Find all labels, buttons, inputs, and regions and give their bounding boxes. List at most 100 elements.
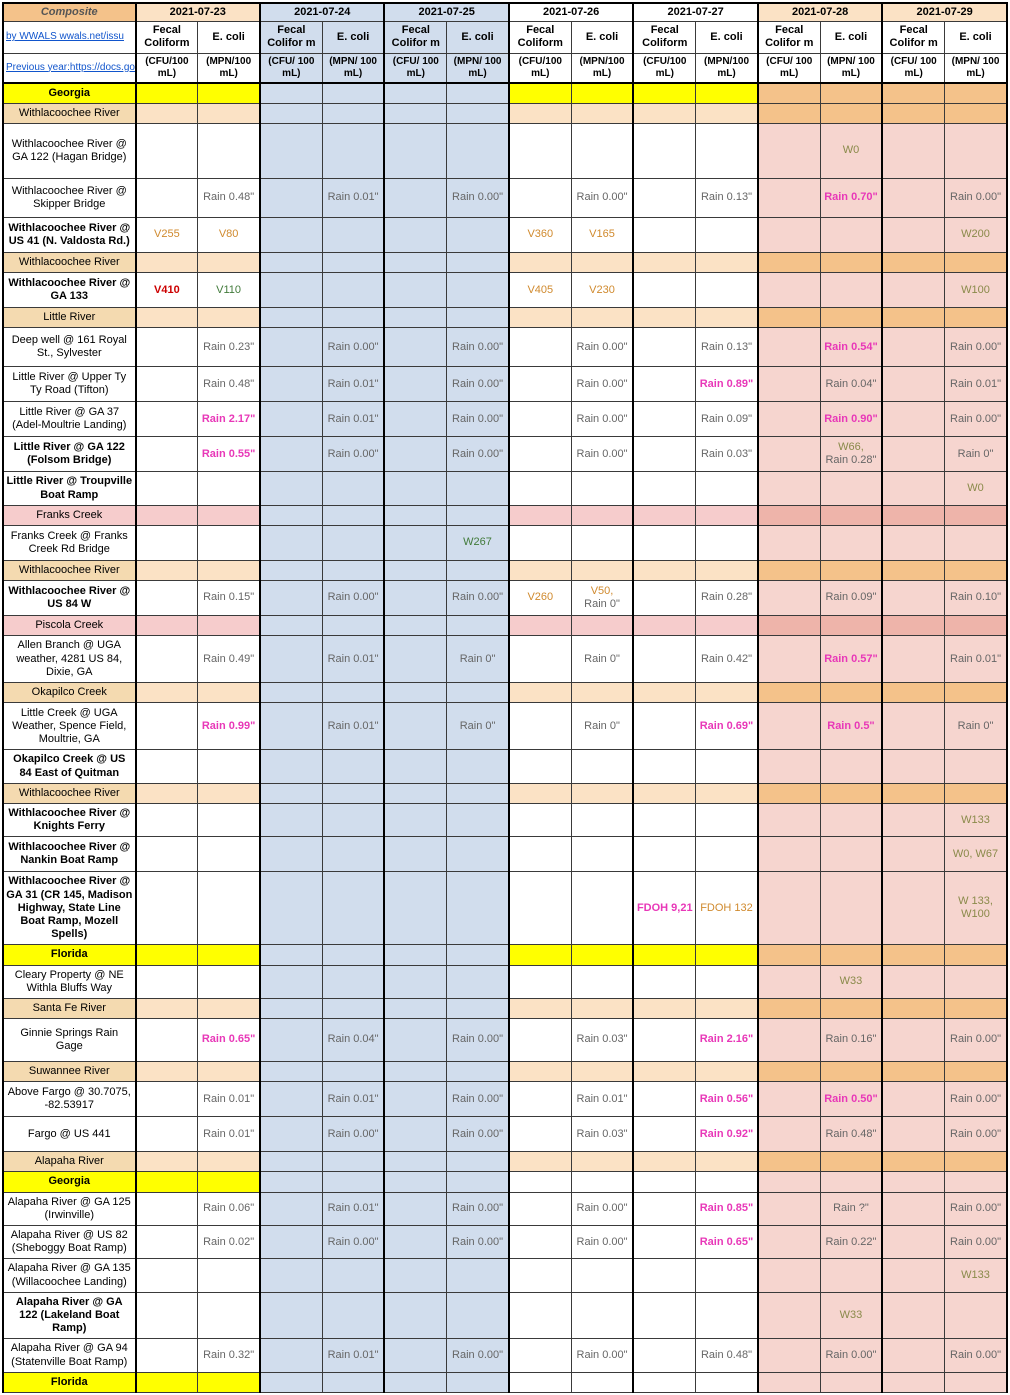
section-cell: [758, 1372, 820, 1392]
data-row-ga94: Alapaha River @ GA 94 (Statenville Boat …: [3, 1339, 1007, 1372]
data-cell: [198, 472, 260, 505]
data-cell: Rain 0.48": [198, 178, 260, 217]
data-cell: [136, 1117, 198, 1152]
data-cell: Rain 0.06": [198, 1192, 260, 1225]
section-cell: [945, 252, 1007, 272]
section-cell: [696, 616, 758, 636]
data-cell: [758, 872, 820, 945]
data-cell: [820, 1259, 882, 1292]
data-cell: [198, 525, 260, 560]
data-cell: Rain 0": [945, 437, 1007, 472]
section-cell: [758, 560, 820, 580]
data-cell: [571, 472, 633, 505]
section-cell: [820, 83, 882, 104]
data-cell: [509, 1292, 571, 1339]
data-cell: [758, 367, 820, 402]
section-cell: [136, 83, 198, 104]
data-cell: [633, 367, 695, 402]
data-cell: [758, 1292, 820, 1339]
data-cell: [136, 1192, 198, 1225]
sub-1: E. coli: [198, 22, 260, 53]
data-cell: [696, 217, 758, 252]
section-cell: [571, 83, 633, 104]
row-label: Above Fargo @ 30.7075, -82.53917: [3, 1082, 136, 1117]
section-cell: [447, 683, 509, 703]
data-cell: [322, 1292, 384, 1339]
data-cell: [136, 636, 198, 683]
data-cell: [509, 965, 571, 998]
data-cell: [322, 872, 384, 945]
data-cell: [571, 1292, 633, 1339]
section-cell: [882, 1372, 944, 1392]
data-cell: Rain 0.00": [447, 1019, 509, 1062]
section-cell: [758, 103, 820, 123]
section-cell: [696, 683, 758, 703]
data-cell: [882, 636, 944, 683]
data-cell: [945, 123, 1007, 178]
data-cell: [509, 872, 571, 945]
section-cell: [136, 1172, 198, 1192]
data-cell: [882, 581, 944, 616]
data-cell: [820, 872, 882, 945]
data-cell: [633, 1226, 695, 1259]
section-cell: [696, 505, 758, 525]
byline-link[interactable]: by WWALS wwals.net/issu: [6, 31, 124, 42]
row-label: Okapilco Creek @ US 84 East of Quitman: [3, 750, 136, 783]
date-0: 2021-07-23: [136, 3, 260, 22]
section-cell: [384, 103, 446, 123]
data-cell: Rain 2.17": [198, 402, 260, 437]
data-cell: [260, 1226, 322, 1259]
data-cell: [260, 837, 322, 872]
section-cell: [945, 683, 1007, 703]
section-cell: [322, 308, 384, 328]
data-cell: [696, 273, 758, 308]
prev-year-cell[interactable]: Previous year:https://docs.go: [3, 53, 136, 83]
data-cell: Rain 0.00": [447, 328, 509, 367]
section-cell: [447, 505, 509, 525]
data-cell: [322, 965, 384, 998]
section-cell: [447, 1372, 509, 1392]
prev-year-link[interactable]: Previous year:https://docs.go: [6, 62, 135, 73]
data-row-us82: Alapaha River @ US 82 (Sheboggy Boat Ram…: [3, 1226, 1007, 1259]
data-cell: [447, 123, 509, 178]
data-cell: Rain 0.48": [198, 367, 260, 402]
section-cell: [571, 308, 633, 328]
section-cell: [696, 308, 758, 328]
data-cell: [260, 437, 322, 472]
section-cell: [820, 1062, 882, 1082]
date-1: 2021-07-24: [260, 3, 384, 22]
data-cell: [509, 1339, 571, 1372]
data-cell: [384, 1226, 446, 1259]
section-cell: [633, 83, 695, 104]
byline-cell[interactable]: by WWALS wwals.net/issu: [3, 22, 136, 53]
data-cell: W 133, W100: [945, 872, 1007, 945]
data-cell: V165: [571, 217, 633, 252]
section-cell: [696, 83, 758, 104]
data-cell: [820, 472, 882, 505]
sub-11: E. coli: [820, 22, 882, 53]
data-cell: [509, 703, 571, 750]
section-cell: [136, 616, 198, 636]
data-cell: [447, 750, 509, 783]
data-cell: FDOH 9,21: [633, 872, 695, 945]
data-cell: Rain 0.00": [820, 1339, 882, 1372]
data-cell: [384, 837, 446, 872]
data-cell: Rain 0.00": [447, 367, 509, 402]
data-cell: Rain 0.00": [322, 1117, 384, 1152]
section-cell: [820, 505, 882, 525]
data-cell: V230: [571, 273, 633, 308]
section-alapaha-label: Alapaha River: [3, 1152, 136, 1172]
data-cell: [136, 178, 198, 217]
section-cell: [509, 103, 571, 123]
data-cell: Rain 0.89": [696, 367, 758, 402]
data-cell: [758, 178, 820, 217]
data-cell: W0: [820, 123, 882, 178]
data-cell: [136, 1226, 198, 1259]
section-cell: [945, 308, 1007, 328]
section-florida-2-label: Florida: [3, 1372, 136, 1392]
data-cell: [260, 636, 322, 683]
data-cell: W200: [945, 217, 1007, 252]
data-cell: [882, 1339, 944, 1372]
section-cell: [571, 103, 633, 123]
section-cell: [758, 1172, 820, 1192]
